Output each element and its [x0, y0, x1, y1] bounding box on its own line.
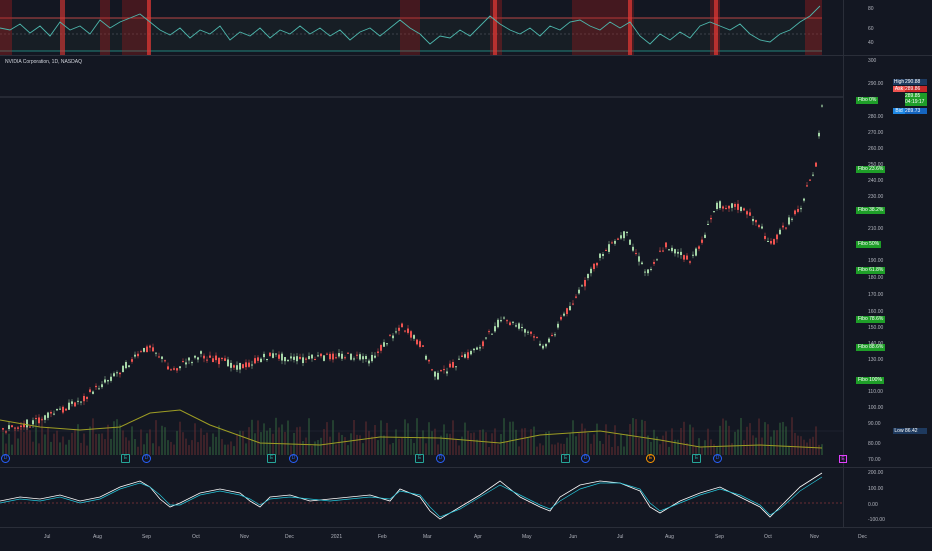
fib-level-label: Fibo 100%	[856, 377, 884, 384]
split-event-icon[interactable]: E	[646, 454, 655, 463]
fib-level-label: Fibo 0%	[856, 97, 879, 104]
earnings-event-icon[interactable]: E	[561, 454, 570, 463]
axis-tick: 150.00	[868, 325, 884, 331]
time-tick: Jul	[617, 534, 624, 540]
time-tick: 2021	[331, 534, 343, 540]
dividend-event-icon[interactable]: D	[581, 454, 590, 463]
dividend-event-icon[interactable]: D	[1, 454, 10, 463]
axis-tick: 190.00	[868, 258, 884, 264]
earnings-event-icon[interactable]: E	[415, 454, 424, 463]
main-price-pane[interactable]	[0, 55, 932, 467]
axis-tick: 200.00	[868, 470, 884, 476]
time-tick: Nov	[240, 534, 249, 540]
momentum-chart	[0, 472, 843, 520]
axis-tick: -100.00	[868, 517, 885, 523]
axis-tick: 160.00	[868, 309, 884, 315]
axis-tick: 100.00	[868, 486, 884, 492]
high-price-tag: High290.88	[893, 79, 927, 85]
dividend-event-icon[interactable]: D	[142, 454, 151, 463]
bid-price-tag: Bid 289.73	[893, 108, 927, 114]
time-tick: Mar	[423, 534, 432, 540]
fib-level-label: Fibo 50%	[856, 241, 882, 248]
axis-tick: 0.00	[868, 502, 878, 508]
axis-tick: 260.00	[868, 146, 884, 152]
pane-separator[interactable]	[0, 55, 932, 56]
axis-tick: 250.00	[868, 162, 884, 168]
axis-tick: 180.00	[868, 275, 884, 281]
fib-level-label: Fibo 61.8%	[856, 267, 886, 274]
oscillator-chart	[0, 0, 843, 55]
pane-separator[interactable]	[0, 467, 932, 468]
low-price-tag: Low86.42	[893, 428, 927, 434]
symbol-title: NVIDIA Corporation, 1D, NASDAQ	[5, 59, 82, 65]
axis-tick: 90.00	[868, 421, 881, 427]
fib-level-label: Fibo 38.2%	[856, 207, 886, 214]
momentum-oscillator-pane[interactable]	[0, 467, 932, 527]
time-tick: Oct	[764, 534, 772, 540]
time-tick: Aug	[665, 534, 674, 540]
last-price-tag: 289.85 04:19:17	[905, 93, 927, 106]
dividend-event-icon[interactable]: D	[713, 454, 722, 463]
time-tick: Nov	[810, 534, 819, 540]
fib-level-label: Fibo 78.6%	[856, 316, 886, 323]
earnings-event-icon[interactable]: E	[121, 454, 130, 463]
time-tick: Dec	[858, 534, 867, 540]
time-tick: Aug	[93, 534, 102, 540]
time-tick: Oct	[192, 534, 200, 540]
axis-tick: 230.00	[868, 194, 884, 200]
time-tick: Jun	[569, 534, 578, 540]
top-oscillator-pane[interactable]	[0, 0, 932, 55]
earnings-event-icon[interactable]: E	[267, 454, 276, 463]
time-axis[interactable]	[0, 527, 932, 551]
axis-tick: 80	[868, 6, 874, 12]
axis-tick: 300	[868, 58, 877, 64]
time-tick: Jul	[44, 534, 51, 540]
price-chart	[0, 96, 843, 455]
time-tick: May	[522, 534, 532, 540]
upcoming-earnings-icon[interactable]: E	[839, 455, 847, 463]
dividend-event-icon[interactable]: D	[289, 454, 298, 463]
axis-tick: 110.00	[868, 389, 883, 395]
axis-tick: 290.00	[868, 81, 884, 87]
axis-tick: 270.00	[868, 130, 884, 136]
fib-level-label: Fibo 88.6%	[856, 344, 886, 351]
time-tick: Feb	[378, 534, 387, 540]
axis-tick: 70.00	[868, 457, 881, 463]
axis-tick: 80.00	[868, 441, 881, 447]
axis-tick: 40	[868, 40, 874, 46]
price-axis[interactable]	[843, 0, 932, 527]
axis-tick: 210.00	[868, 226, 884, 232]
axis-tick: 130.00	[868, 357, 884, 363]
axis-tick: 280.00	[868, 114, 884, 120]
dividend-event-icon[interactable]: D	[436, 454, 445, 463]
time-tick: Sep	[715, 534, 724, 540]
axis-tick: 170.00	[868, 292, 884, 298]
earnings-event-icon[interactable]: E	[692, 454, 701, 463]
time-tick: Dec	[285, 534, 294, 540]
ask-price-tag: Ask 289.86	[893, 86, 927, 92]
fib-level-label: Fibo 23.6%	[856, 166, 886, 173]
axis-tick: 60	[868, 26, 874, 32]
time-tick: Sep	[142, 534, 151, 540]
axis-tick: 240.00	[868, 178, 884, 184]
time-tick: Apr	[474, 534, 482, 540]
axis-tick: 100.00	[868, 405, 884, 411]
